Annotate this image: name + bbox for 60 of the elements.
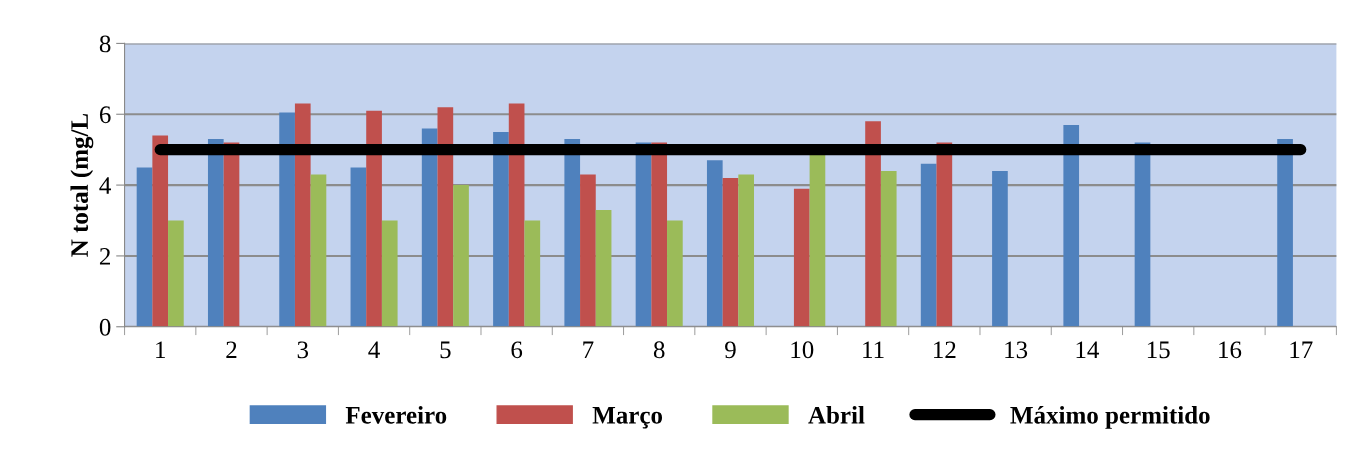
bar (493, 131, 509, 327)
bar (1063, 124, 1080, 327)
x-tick-label: 7 (583, 341, 594, 358)
bar (381, 220, 398, 327)
legend-label: Abril (808, 406, 865, 424)
bar (667, 220, 683, 327)
bar (564, 139, 581, 327)
bar (310, 174, 327, 327)
y-tick-label: 2 (99, 248, 110, 265)
x-tick-label: 2 (226, 341, 237, 358)
x-tick-label: 5 (440, 341, 451, 359)
bar (350, 167, 367, 327)
x-tick-label: 13 (1005, 341, 1028, 359)
legend-label: Fevereiro (345, 406, 447, 424)
legend-label: Março (592, 407, 663, 429)
bar (722, 178, 739, 327)
x-tick-label: 14 (1076, 341, 1100, 358)
y-tick-label: 8 (99, 35, 111, 53)
x-tick-label: 17 (1290, 341, 1313, 358)
y-tick-label: 6 (99, 106, 111, 124)
bar (992, 170, 1008, 327)
bar (453, 185, 469, 327)
bar (152, 135, 169, 327)
x-tick-label: 3 (297, 341, 309, 359)
bar (936, 142, 953, 327)
x-tick-label: 16 (1219, 341, 1242, 359)
bar (136, 167, 153, 327)
bar (279, 112, 295, 327)
bar (738, 174, 755, 327)
bar (706, 160, 723, 327)
bar (437, 107, 454, 327)
x-tick-label: 12 (934, 341, 956, 358)
bar (294, 103, 311, 327)
bar (421, 128, 438, 327)
x-tick-label: 11 (863, 341, 884, 358)
bar (920, 163, 937, 327)
bar (580, 174, 596, 327)
y-tick-label: 0 (99, 318, 111, 336)
y-tick-label: 4 (99, 177, 111, 194)
x-tick-label: 6 (511, 341, 523, 359)
bar (366, 110, 382, 327)
legend-label: Máximo permitido (1010, 406, 1210, 429)
bar (524, 220, 541, 327)
bar (1277, 139, 1293, 327)
bar (595, 209, 612, 327)
x-tick-label: 15 (1147, 341, 1170, 359)
x-tick-label: 8 (653, 341, 665, 359)
x-tick-label: 4 (368, 341, 380, 358)
bar (651, 142, 668, 327)
x-tick-label: 1 (156, 341, 165, 358)
bar (809, 153, 826, 327)
bar (793, 188, 810, 327)
bar (865, 121, 881, 327)
bar (880, 170, 897, 327)
x-tick-label: 9 (725, 341, 736, 359)
bar (168, 220, 184, 327)
bar (508, 103, 525, 327)
x-tick-label: 10 (791, 341, 814, 359)
bar (207, 139, 224, 327)
y-axis-title: N total (mg/L (70, 113, 94, 257)
